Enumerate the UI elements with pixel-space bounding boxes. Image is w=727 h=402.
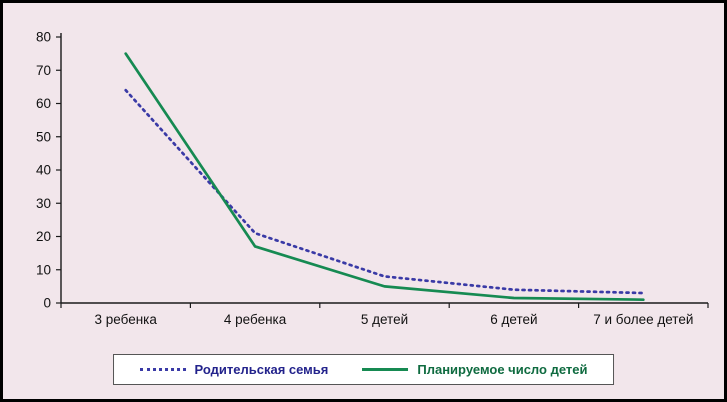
y-tick-label: 60 bbox=[36, 96, 51, 111]
y-tick-label: 80 bbox=[36, 30, 51, 45]
x-category-label: 7 и более детей bbox=[593, 312, 693, 327]
line-chart-plot: 0 10 20 30 40 50 60 70 80 3 ребенка 4 ребенка 5 дет… bbox=[36, 30, 709, 327]
x-category-label: 6 детей bbox=[490, 312, 537, 327]
x-category-label: 5 детей bbox=[361, 312, 408, 327]
legend-item-parental-family: Родительская семья bbox=[139, 362, 329, 377]
chart-legend: Родительская семья Планируемое число дет… bbox=[112, 354, 615, 385]
legend-item-planned-children: Планируемое число детей bbox=[362, 362, 587, 377]
y-tick-label: 70 bbox=[36, 63, 51, 78]
y-tick-label: 10 bbox=[36, 262, 51, 277]
y-tick-label: 40 bbox=[36, 163, 51, 178]
legend-label-parental-family: Родительская семья bbox=[194, 362, 329, 377]
y-tick-label: 50 bbox=[36, 129, 51, 144]
solid-line-swatch bbox=[362, 368, 409, 371]
dotted-line-swatch bbox=[139, 368, 186, 371]
x-category-label: 3 ребенка bbox=[95, 312, 158, 327]
y-tick-label: 20 bbox=[36, 229, 51, 244]
x-category-label: 4 ребенка bbox=[224, 312, 287, 327]
y-tick-label: 30 bbox=[36, 196, 51, 211]
y-tick-label: 0 bbox=[43, 296, 51, 311]
legend-label-planned-children: Планируемое число детей bbox=[417, 362, 588, 377]
series-line-0 bbox=[124, 88, 645, 295]
series-line-1 bbox=[124, 52, 645, 302]
